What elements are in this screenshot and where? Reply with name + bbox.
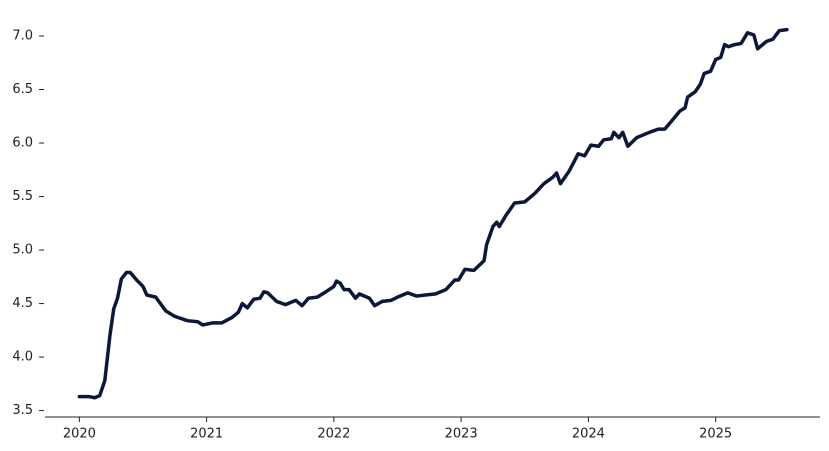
x-tick-label: 2021: [190, 427, 223, 442]
line-series: [77, 27, 789, 400]
y-tick-label: 3.5: [12, 403, 33, 418]
y-tick-label: 6.5: [12, 82, 33, 97]
x-tick-label: 2022: [317, 427, 350, 442]
x-tick-label: 2024: [572, 427, 605, 442]
y-tick-label: 5.0: [12, 243, 33, 258]
x-tick-label: 2023: [445, 427, 478, 442]
x-tick-label: 2025: [699, 427, 732, 442]
y-tick-label: 7.0: [12, 29, 33, 44]
y-tick-label: 4.5: [12, 296, 33, 311]
x-tick-label: 2020: [63, 427, 96, 442]
y-tick-label: 5.5: [12, 189, 33, 204]
y-tick-label: 4.0: [12, 350, 33, 365]
y-tick-label: 6.0: [12, 136, 33, 151]
